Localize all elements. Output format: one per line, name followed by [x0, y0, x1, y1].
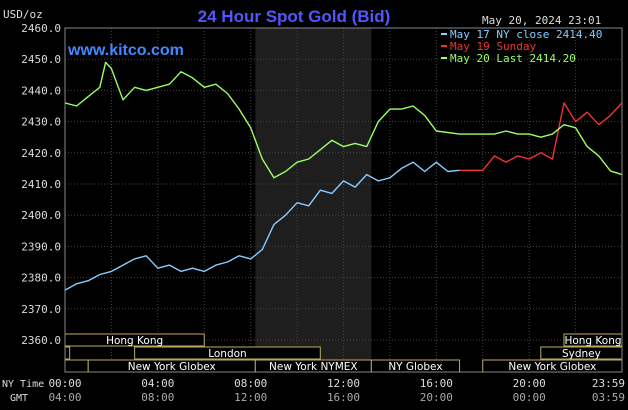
- ny-time-label: NY Time: [2, 379, 44, 390]
- gmt-time-tick: 00:00: [513, 391, 546, 404]
- session-box: New York Globex: [87, 359, 256, 373]
- legend-entry: May 17 NY close 2414.40: [450, 28, 602, 41]
- session-label: New York Globex: [128, 361, 216, 373]
- y-tick-label: 2410.0: [21, 178, 61, 191]
- gmt-time-tick: 16:00: [327, 391, 360, 404]
- y-tick-label: 2460.0: [21, 22, 61, 35]
- session-box: New York NYMEX: [254, 359, 372, 373]
- y-tick-label: 2440.0: [21, 84, 61, 97]
- session-box: London: [134, 346, 321, 360]
- y-tick-label: 2450.0: [21, 53, 61, 66]
- session-box: [64, 359, 89, 373]
- y-tick-label: 2420.0: [21, 147, 61, 160]
- session-box: NY Globex: [370, 359, 461, 373]
- plot-frame: [64, 27, 623, 373]
- ny-time-tick: 00:00: [48, 377, 81, 390]
- series-line-2: [64, 61, 623, 179]
- ny-time-tick: 20:00: [513, 377, 546, 390]
- ny-time-tick: 23:59: [592, 377, 625, 390]
- series-line-1: [459, 102, 623, 172]
- gmt-time-tick: 04:00: [48, 391, 81, 404]
- y-tick-label: 2380.0: [21, 272, 61, 285]
- session-box: Hong Kong: [563, 333, 623, 347]
- ny-time-tick: 08:00: [234, 377, 267, 390]
- session-label: NY Globex: [388, 361, 442, 373]
- legend-entry: May 20 Last 2414.20: [450, 52, 576, 65]
- session-box: Sydney: [540, 346, 623, 360]
- session-box: [64, 346, 71, 360]
- y-tick-label: 2400.0: [21, 209, 61, 222]
- ny-time-tick: 12:00: [327, 377, 360, 390]
- ny-time-tick: 16:00: [420, 377, 453, 390]
- gmt-time-tick: 03:59: [592, 391, 625, 404]
- y-tick-label: 2430.0: [21, 116, 61, 129]
- gmt-time-tick: 08:00: [141, 391, 174, 404]
- chart-title: 24 Hour Spot Gold (Bid): [198, 7, 391, 26]
- gmt-time-tick: 20:00: [420, 391, 453, 404]
- gmt-label: GMT: [10, 393, 28, 404]
- y-tick-label: 2360.0: [21, 334, 61, 347]
- y-tick-label: 2370.0: [21, 303, 61, 316]
- y-tick-label: 2390.0: [21, 240, 61, 253]
- session-label: Hong Kong: [106, 335, 163, 347]
- session-label: Sydney: [562, 348, 601, 360]
- session-label: London: [208, 348, 247, 360]
- ny-time-tick: 04:00: [141, 377, 174, 390]
- session-box: Hong Kong: [64, 333, 205, 347]
- session-label: New York Globex: [508, 361, 596, 373]
- series-line-0: [64, 161, 460, 291]
- session-box: New York Globex: [482, 359, 623, 373]
- y-axis-label: USD/oz: [3, 8, 43, 21]
- session-label: New York NYMEX: [269, 361, 358, 373]
- session-label: Hong Kong: [564, 335, 621, 347]
- timestamp: May 20, 2024 23:01: [482, 14, 601, 27]
- watermark: www.kitco.com: [67, 42, 184, 59]
- gmt-time-tick: 12:00: [234, 391, 267, 404]
- legend-entry: May 19 Sunday: [450, 40, 536, 53]
